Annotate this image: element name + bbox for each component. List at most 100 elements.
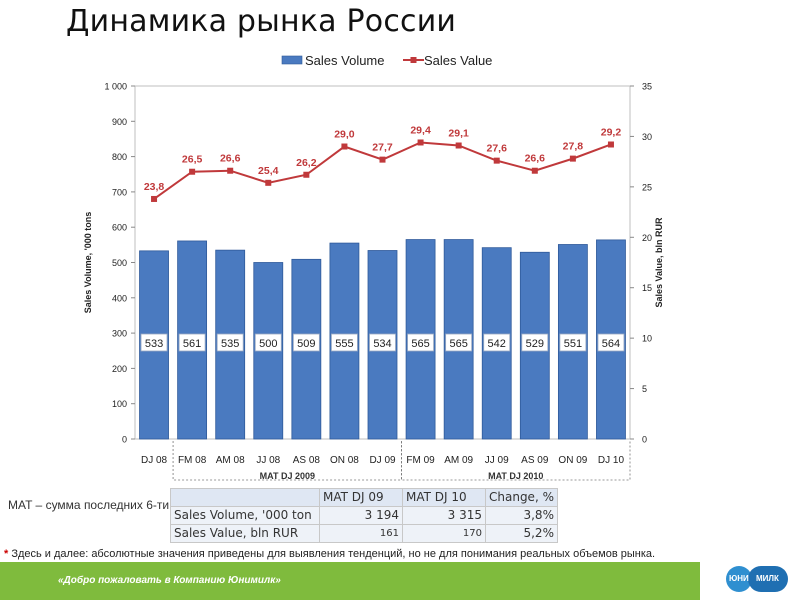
table-row: Sales Volume, '000 ton 3 194 3 315 3,8%: [170, 506, 558, 525]
legend-label-sales-value: Sales Value: [424, 53, 492, 68]
table-cell: 3,8%: [485, 506, 558, 525]
bar-label-box: [521, 333, 549, 352]
bar-value-label: 564: [602, 338, 620, 350]
table-cell: Sales Value, bln RUR: [170, 524, 320, 543]
group-bracket: [401, 441, 631, 481]
bar-value-label: 551: [564, 338, 582, 350]
footnote-text: Здесь и далее: абсолютные значения приве…: [11, 548, 656, 560]
bar-label-box: [254, 333, 282, 352]
logo-text-right: МИЛК: [756, 574, 779, 583]
bar-value-label: 529: [526, 338, 544, 350]
x-tick-label: DJ 08: [141, 455, 168, 466]
y-tick-label: 100: [112, 399, 127, 409]
y-tick-label: 400: [112, 293, 127, 303]
y2-tick-label: 35: [642, 82, 652, 92]
y-tick-label: 0: [122, 435, 127, 445]
x-tick-label: AM 09: [444, 455, 473, 466]
line-value-label: 27,7: [372, 142, 393, 154]
bar-label-box: [178, 333, 206, 352]
bar-label-box: [369, 333, 396, 352]
page-title: Динамика рынка России: [66, 4, 457, 39]
bar-value-label: 533: [145, 338, 163, 350]
x-tick-label: JJ 08: [256, 455, 280, 466]
y2-tick-label: 25: [642, 182, 652, 192]
line-point-sales-value: [227, 167, 234, 174]
y-tick-label: 600: [112, 223, 127, 233]
table-cell: [170, 488, 320, 507]
table-cell: 5,2%: [485, 524, 558, 543]
line-value-label: 23,8: [144, 181, 165, 193]
table-cell: 161: [319, 524, 403, 543]
bar-label-box: [407, 333, 434, 352]
x-tick-label: ON 09: [558, 455, 587, 466]
bar-label-box: [140, 333, 168, 352]
line-point-sales-value: [531, 167, 538, 174]
logo-circle: [726, 566, 752, 592]
x-tick-label: AS 09: [521, 455, 549, 466]
line-value-label: 29,0: [334, 129, 355, 141]
footer-bar: «Добро пожаловать в Компанию Юнимилк»: [0, 562, 700, 600]
y-axis-title: Sales Volume, '000 tons: [83, 212, 93, 314]
footnote-star: *: [4, 548, 9, 560]
y2-tick-label: 30: [642, 132, 652, 142]
line-point-sales-value: [455, 142, 462, 149]
legend-label-sales-volume: Sales Volume: [305, 53, 385, 68]
line-point-sales-value: [493, 157, 500, 164]
y-tick-label: 500: [112, 258, 127, 268]
line-point-sales-value: [151, 195, 158, 202]
line-value-label: 27,8: [563, 141, 584, 153]
bar-value-label: 555: [335, 338, 353, 350]
x-tick-label: JJ 09: [485, 455, 509, 466]
bar-value-label: 565: [449, 338, 467, 350]
y2-tick-label: 20: [642, 233, 652, 243]
x-tick-label: ON 08: [330, 455, 359, 466]
summary-table: MAT DJ 09 MAT DJ 10 Change, % Sales Volu…: [170, 488, 558, 543]
y2-axis-title: Sales Value, bln RUR: [654, 217, 664, 308]
table-header-mat-dj-09: MAT DJ 09: [319, 488, 403, 507]
group-bracket: [172, 441, 402, 481]
table-cell: 170: [402, 524, 486, 543]
bar-label-box: [559, 333, 587, 352]
legend-marker-sales-value: [410, 57, 417, 63]
line-value-label: 25,4: [258, 165, 279, 177]
bar-label-box: [597, 333, 625, 352]
bar-value-label: 535: [221, 338, 239, 350]
y-tick-label: 200: [112, 364, 127, 374]
y-tick-label: 1 000: [104, 82, 127, 92]
y2-tick-label: 15: [642, 283, 652, 293]
line-value-label: 26,2: [296, 157, 317, 169]
line-point-sales-value: [569, 155, 576, 162]
bar-value-label: 561: [183, 338, 201, 350]
legend-swatch-sales-volume: [281, 55, 303, 65]
bar-value-label: 509: [297, 338, 315, 350]
bar-label-box: [331, 333, 358, 352]
y2-tick-label: 10: [642, 334, 652, 344]
logo-pill: [748, 566, 788, 592]
footnote: * Здесь и далее: абсолютные значения при…: [4, 548, 655, 560]
line-value-label: 26,5: [182, 154, 203, 166]
line-value-label: 29,4: [410, 124, 431, 136]
x-tick-label: AS 08: [293, 455, 321, 466]
line-value-label: 29,2: [601, 126, 622, 138]
line-point-sales-value: [607, 141, 614, 148]
table-header-change: Change, %: [485, 488, 558, 507]
table-header-mat-dj-10: MAT DJ 10: [402, 488, 486, 507]
y-tick-label: 900: [112, 117, 127, 127]
x-tick-label: AM 08: [216, 455, 245, 466]
group-label: MAT DJ 2009: [260, 471, 315, 481]
x-tick-label: FM 08: [178, 455, 207, 466]
line-point-sales-value: [189, 168, 196, 175]
line-point-sales-value: [265, 179, 272, 186]
bar-value-label: 542: [488, 338, 506, 350]
line-value-label: 26,6: [220, 153, 241, 165]
sales-chart: 0 100 200 300 400 500 600 700 800 900 1 000 0 5 10 15 2…: [83, 53, 664, 481]
table-cell: 3 315: [402, 506, 486, 525]
group-label: MAT DJ 2010: [488, 471, 543, 481]
table-cell: 3 194: [319, 506, 403, 525]
y-tick-label: 700: [112, 187, 127, 197]
line-value-label: 27,6: [487, 143, 508, 155]
line-value-label: 26,6: [525, 153, 546, 165]
bar-label-box: [292, 333, 320, 352]
line-point-sales-value: [379, 156, 386, 163]
y2-tick-label: 5: [642, 384, 647, 394]
